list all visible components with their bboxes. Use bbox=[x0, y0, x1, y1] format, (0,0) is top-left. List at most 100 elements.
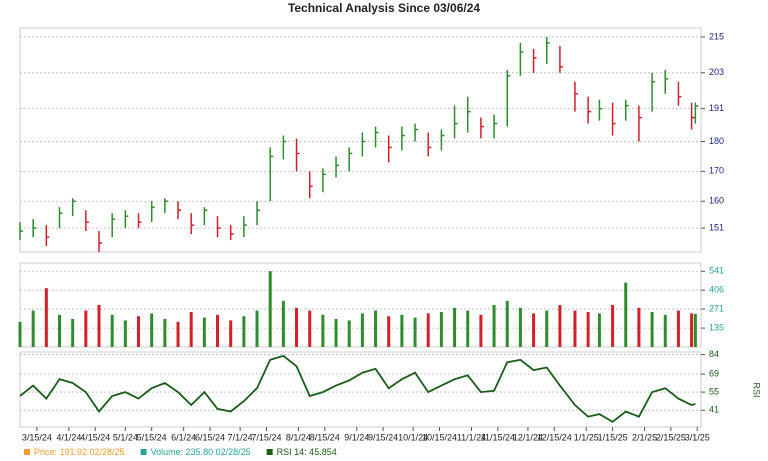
y-tick-label: 151 bbox=[709, 222, 724, 232]
legend-swatch bbox=[24, 449, 30, 455]
x-tick-label: 10/1/24 bbox=[398, 432, 428, 442]
volume-bar bbox=[295, 307, 299, 347]
y-tick-label: 406 bbox=[709, 285, 724, 295]
x-tick-label: 9/15/24 bbox=[368, 432, 398, 442]
volume-bar bbox=[268, 271, 272, 347]
volume-bar bbox=[123, 320, 127, 347]
x-tick-label: 6/1/24 bbox=[171, 432, 196, 442]
volume-bar bbox=[466, 310, 470, 347]
volume-bar bbox=[374, 310, 378, 347]
rsi-axis-label: RSI bbox=[752, 382, 762, 397]
legend-label: RSI 14: 45.854 bbox=[277, 447, 337, 457]
legend-label: Price: 191.92 02/28/25 bbox=[34, 447, 125, 457]
volume-bar bbox=[426, 313, 430, 347]
volume-bar bbox=[387, 316, 391, 347]
x-tick-label: 4/1/24 bbox=[56, 432, 81, 442]
y-tick-label: 203 bbox=[709, 67, 724, 77]
y-tick-label: 84 bbox=[709, 349, 719, 359]
volume-bar bbox=[44, 288, 48, 347]
y-tick-label: 180 bbox=[709, 136, 724, 146]
legend-swatch bbox=[266, 449, 273, 455]
legend-label: Volume: 235.80 02/28/25 bbox=[151, 447, 251, 457]
volume-bar bbox=[334, 319, 338, 347]
volume-bar bbox=[505, 300, 509, 347]
chart-title: Technical Analysis Since 03/06/24 bbox=[288, 1, 480, 15]
volume-bar bbox=[308, 310, 312, 347]
volume-bar bbox=[624, 282, 628, 347]
volume-bar bbox=[137, 316, 141, 347]
rsi-panel bbox=[19, 351, 702, 428]
x-tick-label: 1/1/25 bbox=[574, 432, 599, 442]
x-tick-label: 11/1/24 bbox=[457, 432, 486, 442]
legend-swatch bbox=[140, 449, 147, 455]
y-tick-label: 69 bbox=[709, 368, 719, 378]
volume-bar bbox=[71, 319, 75, 347]
x-tick-label: 7/15/24 bbox=[251, 432, 281, 442]
volume-bar bbox=[229, 320, 233, 347]
rsi-line bbox=[19, 354, 696, 423]
x-tick-label: 8/15/24 bbox=[310, 432, 340, 442]
volume-bar bbox=[693, 313, 697, 347]
volume-bar bbox=[586, 312, 590, 347]
y-tick-label: 541 bbox=[709, 266, 724, 276]
price-panel bbox=[19, 27, 702, 253]
volume-bar bbox=[558, 305, 562, 347]
volume-bar bbox=[360, 313, 364, 347]
volume-bar bbox=[479, 314, 483, 347]
volume-bar bbox=[58, 314, 62, 347]
volume-bar bbox=[150, 313, 154, 347]
volume-bar bbox=[400, 314, 404, 347]
volume-bar bbox=[676, 310, 680, 347]
volume-bar bbox=[532, 313, 536, 347]
x-tick-label: 5/1/24 bbox=[113, 432, 138, 442]
x-tick-label: 2/1/25 bbox=[632, 432, 657, 442]
x-tick-label: 12/15/24 bbox=[537, 432, 572, 442]
volume-bar bbox=[163, 319, 167, 347]
y-tick-label: 160 bbox=[709, 196, 724, 206]
volume-bar bbox=[347, 320, 351, 347]
volume-bar bbox=[242, 316, 246, 347]
y-tick-label: 271 bbox=[709, 303, 724, 313]
volume-bar bbox=[492, 305, 496, 347]
volume-bar bbox=[281, 300, 285, 347]
volume-bar bbox=[611, 305, 615, 347]
volume-bar bbox=[110, 314, 114, 347]
x-tick-label: 8/1/24 bbox=[286, 432, 311, 442]
volume-bar bbox=[18, 321, 22, 347]
volume-bar bbox=[453, 307, 457, 347]
volume-bar bbox=[189, 312, 193, 347]
volume-bar bbox=[202, 317, 206, 347]
volume-bar bbox=[97, 305, 101, 347]
x-tick-label: 6/15/24 bbox=[195, 432, 225, 442]
volume-bar bbox=[518, 307, 522, 347]
x-tick-label: 12/1/24 bbox=[513, 432, 543, 442]
volume-bar bbox=[439, 312, 443, 347]
volume-bar bbox=[573, 310, 577, 347]
y-tick-label: 191 bbox=[709, 103, 724, 113]
x-tick-label: 4/15/24 bbox=[80, 432, 110, 442]
x-tick-label: 5/15/24 bbox=[137, 432, 167, 442]
x-tick-label: 10/15/24 bbox=[422, 432, 457, 442]
volume-bar bbox=[413, 317, 417, 347]
x-tick-label: 2/15/25 bbox=[656, 432, 686, 442]
volume-panel bbox=[19, 262, 702, 348]
volume-bar bbox=[545, 310, 549, 347]
y-tick-label: 41 bbox=[709, 405, 719, 415]
volume-bar bbox=[216, 314, 220, 347]
volume-bar bbox=[663, 314, 667, 347]
x-tick-label: 11/15/24 bbox=[481, 432, 515, 442]
volume-bar bbox=[255, 310, 259, 347]
y-tick-label: 170 bbox=[709, 166, 724, 176]
x-tick-label: 1/15/25 bbox=[598, 432, 628, 442]
x-tick-label: 3/15/24 bbox=[22, 432, 52, 442]
volume-bar bbox=[597, 313, 601, 347]
x-tick-label: 7/1/24 bbox=[228, 432, 253, 442]
x-tick-label: 3/1/25 bbox=[685, 432, 710, 442]
volume-bar bbox=[650, 312, 654, 347]
volume-bar bbox=[690, 313, 694, 347]
y-tick-label: 55 bbox=[709, 386, 719, 396]
volume-bar bbox=[176, 321, 180, 347]
volume-bar bbox=[31, 310, 35, 347]
x-tick-label: 9/1/24 bbox=[344, 432, 369, 442]
